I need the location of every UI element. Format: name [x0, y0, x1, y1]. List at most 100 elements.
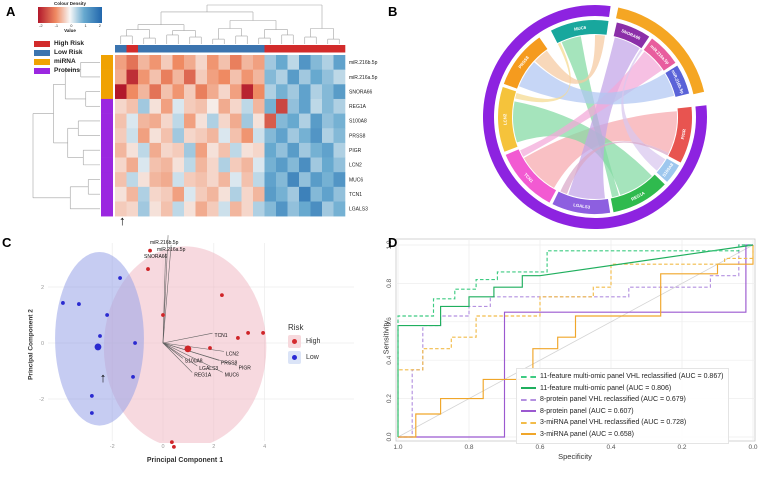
colour-key-tick: -1: [54, 23, 59, 28]
svg-text:TCN1: TCN1: [523, 172, 535, 184]
legend-item-mirna: miRNA: [34, 58, 84, 65]
legend-item-high-risk: High Risk: [34, 40, 84, 47]
roc-legend-item: 3-miRNA panel VHL reclassified (AUC = 0.…: [521, 417, 723, 429]
roc-diagonal: [397, 244, 754, 438]
svg-text:LCN2: LCN2: [502, 113, 507, 125]
svg-text:0: 0: [41, 341, 44, 347]
svg-text:MUC6: MUC6: [349, 177, 363, 183]
svg-text:0.8: 0.8: [464, 444, 473, 451]
svg-text:TCN1: TCN1: [349, 192, 362, 198]
colour-key-tick: 0: [70, 23, 73, 28]
roc-curve: [398, 244, 753, 438]
svg-text:0.6: 0.6: [386, 317, 393, 326]
svg-text:0.8: 0.8: [386, 279, 393, 288]
chord-segments: [498, 20, 692, 214]
svg-text:miR.216b.5p: miR.216b.5p: [150, 240, 179, 246]
svg-text:0.2: 0.2: [677, 444, 686, 451]
legend-label: Low Risk: [54, 49, 83, 56]
roc-legend-item: 11-feature multi-omic panel VHL reclassi…: [521, 371, 723, 383]
roc-legend-line-swatch: [521, 398, 536, 401]
chord-ribbons: [513, 35, 677, 200]
colour-key-tick: 1: [84, 23, 87, 28]
pca-annotation-arrow: ↑: [100, 370, 107, 385]
svg-text:PIGR: PIGR: [239, 365, 252, 371]
roc-legend-label: 11-feature multi-omic panel (AUC = 0.806…: [540, 384, 672, 392]
panel-c: -2 0 2 4 2 0 -2 miR.216b.5p miR.216a.5p SNORA66 TC…: [0, 235, 380, 477]
roc-legend-label: 8-protein panel (AUC = 0.607): [540, 407, 634, 415]
legend-swatch: [34, 49, 50, 56]
roc-legend-label: 8-protein panel VHL reclassified (AUC = …: [540, 396, 686, 404]
svg-text:PIGR: PIGR: [349, 148, 362, 154]
svg-text:0: 0: [161, 444, 164, 450]
risk-legend-title: Risk: [288, 323, 304, 332]
roc-legend-label: 11-feature multi-omic panel VHL reclassi…: [540, 373, 724, 381]
panel-a: miR.216b.5p miR.216a.5p SNORA66 REG1A S100A8…: [0, 0, 380, 235]
svg-text:REG1A: REG1A: [349, 104, 367, 110]
pca-y-axis-label: Principal Component 2: [27, 309, 35, 380]
risk-legend: Risk High Low: [288, 323, 320, 367]
row-dendrogram: [32, 62, 100, 210]
svg-text:MUC6: MUC6: [574, 25, 587, 32]
svg-text:REG1A: REG1A: [194, 372, 212, 378]
svg-text:4: 4: [263, 444, 266, 450]
svg-text:LCN2: LCN2: [226, 351, 239, 357]
roc-legend-label: 3-miRNA panel VHL reclassified (AUC = 0.…: [540, 419, 687, 427]
svg-text:MUC6: MUC6: [225, 372, 239, 378]
roc-legend-item: 8-protein panel (AUC = 0.607): [521, 406, 723, 418]
legend-item-low-risk: Low Risk: [34, 49, 84, 56]
svg-text:↑: ↑: [100, 370, 107, 385]
svg-text:REG1A: REG1A: [630, 190, 645, 201]
roc-legend: 11-feature multi-omic panel VHL reclassi…: [516, 368, 730, 444]
roc-legend-line-swatch: [521, 433, 536, 436]
roc-y-axis-label: Sensitivity: [381, 320, 391, 355]
svg-text:0.2: 0.2: [386, 394, 393, 403]
svg-text:LGALS3: LGALS3: [349, 207, 368, 213]
colour-key-value-label: Value: [64, 28, 76, 33]
colour-key-gradient-bar: [38, 7, 102, 23]
svg-text:miR.216a.5p: miR.216a.5p: [157, 247, 186, 253]
risk-legend-item-low: Low: [288, 351, 320, 364]
legend-swatch: [34, 67, 50, 74]
svg-text:SNORA66: SNORA66: [144, 254, 168, 260]
risk-high-dot-icon: [292, 339, 297, 344]
roc-legend-item: 3-miRNA panel (AUC = 0.658): [521, 429, 723, 441]
roc-legend-line-swatch: [521, 410, 536, 413]
risk-high-label: High: [306, 338, 321, 345]
svg-text:S100A8: S100A8: [185, 358, 203, 364]
chord-outer-arcs: [482, 4, 707, 229]
roc-legend-line-swatch: [521, 387, 536, 390]
roc-legend-item: 11-feature multi-omic panel (AUC = 0.806…: [521, 383, 723, 395]
pca-points: [61, 248, 265, 449]
panel-d-label: D: [388, 235, 398, 250]
chord-diagram: MUC6 SNORA66miR.216a.5pmiR.216b.5pPIGRS10…: [482, 4, 707, 229]
pca-x-axis-label: Principal Component 1: [146, 457, 224, 464]
svg-text:2: 2: [212, 444, 215, 450]
roc-legend-line-swatch: [521, 375, 536, 378]
legend-label: miRNA: [54, 58, 76, 65]
panel-b-label: B: [388, 4, 398, 19]
risk-low-label: Low: [306, 354, 319, 361]
svg-text:miR.216a.5p: miR.216a.5p: [349, 75, 378, 81]
pca-centroids: [94, 343, 192, 353]
column-annotation-bar: [115, 45, 346, 53]
roc-tick-labels: 1.0 0.8 0.6 0.4 0.2 0.0 0.0 0.2 0.4 0.6 0.8 1.0: [386, 240, 758, 451]
heatmap-chart: miR.216b.5p miR.216a.5p SNORA66 REG1A S100A8…: [32, 4, 378, 217]
roc-curve: [397, 244, 754, 437]
heatmap-row-labels: miR.216b.5p miR.216a.5p SNORA66 REG1A S100A8…: [349, 60, 378, 213]
roc-curves: [397, 244, 754, 438]
legend-label: Proteins: [54, 67, 81, 74]
svg-text:1.0: 1.0: [386, 240, 393, 249]
roc-x-axis-label: Specificity: [558, 452, 592, 461]
panel-a-label: A: [6, 4, 16, 19]
roc-curve: [398, 245, 754, 438]
roc-legend-label: 3-miRNA panel (AUC = 0.658): [540, 430, 634, 438]
roc-legend-item: 8-protein panel VHL reclassified (AUC = …: [521, 394, 723, 406]
panel-d: 1.0 0.8 0.6 0.4 0.2 0.0 0.0 0.2 0.4 0.6 0.8 1.0 D S…: [380, 235, 768, 477]
risk-low-swatch: [288, 351, 301, 364]
legend-swatch: [34, 40, 50, 47]
svg-text:0.0: 0.0: [748, 444, 757, 451]
svg-text:-2: -2: [39, 397, 44, 403]
up-arrow-icon: ↑: [119, 213, 126, 228]
roc-curve: [397, 245, 754, 437]
